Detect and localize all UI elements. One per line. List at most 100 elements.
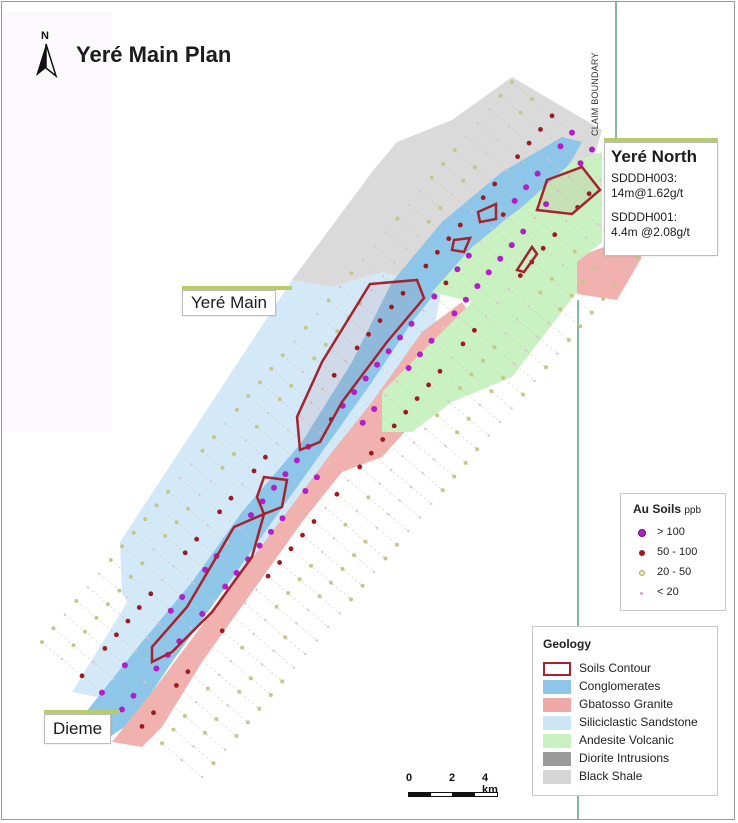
soil-sample-point — [478, 403, 482, 407]
soil-sample-point — [463, 460, 468, 465]
au-class-label: 20 - 50 — [657, 566, 692, 578]
soil-sample-point — [287, 428, 290, 432]
soil-sample-point — [125, 618, 131, 624]
soil-sample-point — [326, 625, 330, 628]
soil-sample-point — [394, 542, 399, 547]
soil-sample-point — [524, 349, 528, 352]
soil-sample-point — [304, 652, 307, 656]
soil-sample-point — [219, 628, 225, 634]
soil-sample-point — [423, 263, 429, 269]
soil-sample-point — [140, 561, 145, 566]
soil-sample-point — [163, 697, 167, 701]
intercept-hole: SDDDH001: — [611, 210, 678, 224]
soil-sample-point — [200, 448, 205, 453]
scale-segment — [408, 792, 431, 797]
soil-sample-point — [507, 125, 511, 128]
soil-sample-point — [508, 242, 515, 249]
soil-sample-point — [549, 113, 555, 119]
geology-label: Siliciclastic Sandstone — [579, 715, 698, 729]
soil-sample-point — [306, 608, 310, 612]
soil-sample-point — [405, 365, 412, 371]
soil-sample-point — [424, 427, 427, 431]
geology-label: Soils Contour — [579, 661, 652, 675]
intercept-result: 4.4m @2.08g/t — [611, 225, 690, 239]
soil-sample-point — [220, 465, 225, 470]
soil-sample-point — [275, 442, 279, 445]
scale-segment — [452, 792, 475, 797]
soil-sample-point — [487, 434, 490, 437]
soil-sample-point — [384, 394, 387, 397]
soil-sample-point — [237, 689, 242, 694]
soil-sample-point — [324, 506, 327, 509]
soil-sample-point — [472, 165, 477, 170]
soil-sample-point — [498, 93, 503, 98]
scale-bar: 0 2 4 km — [402, 772, 502, 802]
soil-sample-point — [404, 247, 408, 251]
soil-sample-point — [455, 430, 460, 435]
soil-sample-point — [464, 135, 468, 138]
soil-sample-point — [540, 245, 546, 251]
soil-sample-point — [492, 181, 498, 187]
dieme-label: Dieme — [53, 719, 103, 738]
soil-sample-point — [433, 458, 436, 461]
soil-sample-point — [368, 450, 374, 456]
soil-sample-point — [244, 439, 247, 442]
soil-sample-point — [557, 143, 564, 150]
soil-sample-point — [338, 285, 342, 289]
yere-north-callout: Yeré North SDDDH003: 14m@1.62g/t SDDDH00… — [604, 138, 718, 256]
soil-sample-point — [63, 613, 67, 616]
soil-sample-point — [192, 745, 195, 748]
soil-sample-point — [212, 599, 215, 602]
soil-sample-point — [371, 406, 378, 412]
soil-sample-point — [492, 345, 497, 350]
soil-sample-point — [454, 266, 461, 273]
soil-sample-point — [380, 437, 386, 442]
soil-sample-point — [226, 704, 230, 707]
soil-sample-point — [206, 524, 210, 527]
soil-sample-point — [355, 509, 359, 513]
soil-sample-point — [301, 370, 304, 374]
soils-contours — [150, 165, 602, 665]
soil-sample-point — [92, 660, 95, 664]
soil-sample-point — [347, 479, 350, 482]
soil-sample-point — [589, 146, 595, 153]
soil-sample-point — [426, 219, 431, 224]
soil-sample-point — [526, 140, 532, 146]
soil-sample-point — [214, 717, 219, 722]
soil-sample-point — [248, 512, 254, 519]
soil-sample-point — [452, 474, 457, 479]
black-shale-swatch — [543, 770, 571, 784]
soil-sample-point — [500, 212, 506, 218]
soil-sample-point — [283, 635, 288, 640]
soil-sample-point — [136, 605, 142, 610]
soil-sample-point — [202, 730, 207, 735]
soil-sample-point — [257, 706, 262, 711]
soil-sample-point — [82, 629, 87, 634]
soil-sample-point — [74, 599, 79, 603]
soil-sample-point — [421, 472, 424, 475]
scale-tick-label: 0 — [406, 772, 413, 784]
soil-sample-point — [390, 468, 393, 472]
soil-sample-point — [556, 189, 559, 192]
soil-sample-point — [257, 380, 262, 385]
soil-sample-point — [251, 468, 257, 474]
soil-sample-point — [387, 513, 390, 516]
au-class-symbol-icon — [638, 529, 646, 537]
soil-sample-point — [363, 539, 368, 544]
soils-contour-north-2 — [476, 202, 498, 224]
soil-sample-point — [489, 389, 494, 394]
soil-sample-point — [303, 325, 308, 330]
intercept-result: 14m@1.62g/t — [611, 186, 684, 200]
soil-sample-point — [466, 416, 471, 421]
soil-sample-point — [315, 313, 319, 316]
soil-sample-point — [397, 334, 403, 341]
au-soils-title-text: Au Soils — [633, 502, 682, 516]
yere-north-label: Yeré North — [611, 147, 697, 166]
soil-sample-point — [431, 293, 438, 300]
soil-sample-point — [393, 261, 396, 264]
soil-sample-point — [153, 665, 160, 672]
soil-sample-point — [271, 484, 277, 491]
soil-sample-point — [272, 649, 275, 653]
soil-sample-point — [289, 383, 294, 388]
